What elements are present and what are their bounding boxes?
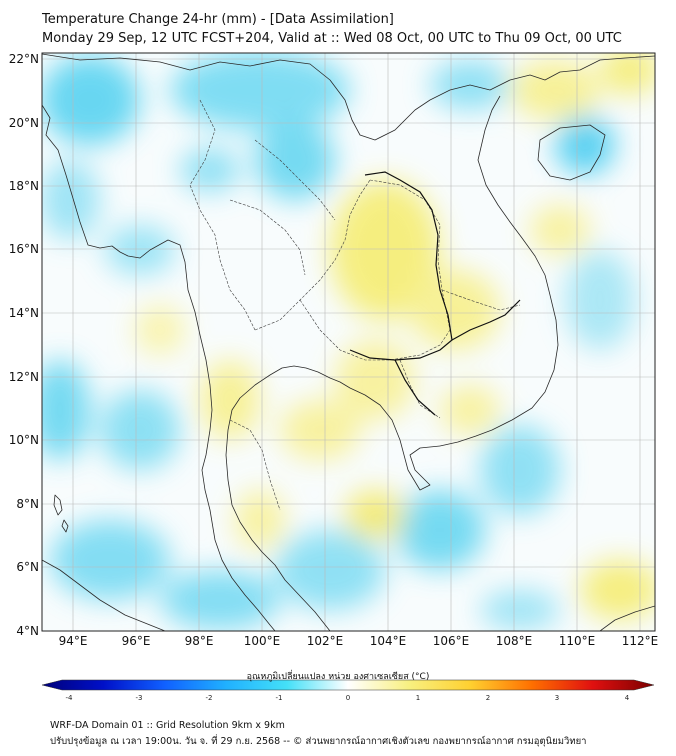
lon-tick-104: 104°E — [370, 634, 407, 648]
lat-tick-14: 14°N — [9, 306, 39, 320]
coastlines — [42, 53, 655, 631]
cb-tick-2: 2 — [486, 694, 490, 702]
chart-subtitle: Monday 29 Sep, 12 UTC FCST+204, Valid at… — [42, 31, 622, 46]
lon-tick-98: 98°E — [185, 634, 214, 648]
lat-tick-22: 22°N — [9, 52, 39, 66]
lat-tick-labels: 22°N 20°N 18°N 16°N 14°N 12°N 10°N 8°N 6… — [9, 52, 39, 638]
lon-tick-106: 106°E — [433, 634, 470, 648]
lat-tick-8: 8°N — [16, 497, 39, 511]
cb-tick-3: 3 — [555, 694, 559, 702]
map-frame — [41, 52, 656, 632]
gridlines — [42, 53, 655, 631]
lon-tick-labels: 94°E 96°E 98°E 100°E 102°E 104°E 106°E 1… — [59, 634, 659, 648]
cb-tick-m3: -3 — [136, 694, 143, 702]
lon-tick-108: 108°E — [496, 634, 533, 648]
colorbar-tick-labels: -4 -3 -2 -1 0 1 2 3 4 — [66, 694, 630, 702]
lat-tick-4: 4°N — [16, 624, 39, 638]
lat-tick-20: 20°N — [9, 116, 39, 130]
chart-title: Temperature Change 24-hr (mm) - [Data As… — [42, 12, 394, 27]
lat-tick-12: 12°N — [9, 370, 39, 384]
lon-tick-110: 110°E — [559, 634, 596, 648]
cb-tick-0: 0 — [346, 694, 350, 702]
lat-tick-6: 6°N — [16, 560, 39, 574]
country-borders — [349, 171, 521, 416]
footer-credit: ปรับปรุงข้อมูล ณ เวลา 19:00น. วัน จ. ที่… — [50, 736, 587, 747]
lon-tick-100: 100°E — [244, 634, 281, 648]
cb-tick-m2: -2 — [206, 694, 213, 702]
lon-tick-112: 112°E — [622, 634, 659, 648]
lat-tick-16: 16°N — [9, 242, 39, 256]
cb-tick-1: 1 — [416, 694, 420, 702]
cb-tick-m4: -4 — [66, 694, 74, 702]
cb-tick-4: 4 — [625, 694, 630, 702]
lon-tick-96: 96°E — [122, 634, 151, 648]
lon-tick-94: 94°E — [59, 634, 88, 648]
lat-tick-18: 18°N — [9, 179, 39, 193]
lon-tick-102: 102°E — [307, 634, 344, 648]
colorbar: -4 -3 -2 -1 0 1 2 3 4 — [41, 679, 655, 702]
colorbar-label: อุณหภูมิเปลี่ยนแปลง หน่วย องศาเซลเซียส (… — [246, 672, 430, 682]
colorbar-ramp — [41, 679, 655, 691]
cb-tick-m1: -1 — [276, 694, 283, 702]
lat-tick-10: 10°N — [9, 433, 39, 447]
footer-model-info: WRF-DA Domain 01 :: Grid Resolution 9km … — [50, 720, 285, 731]
